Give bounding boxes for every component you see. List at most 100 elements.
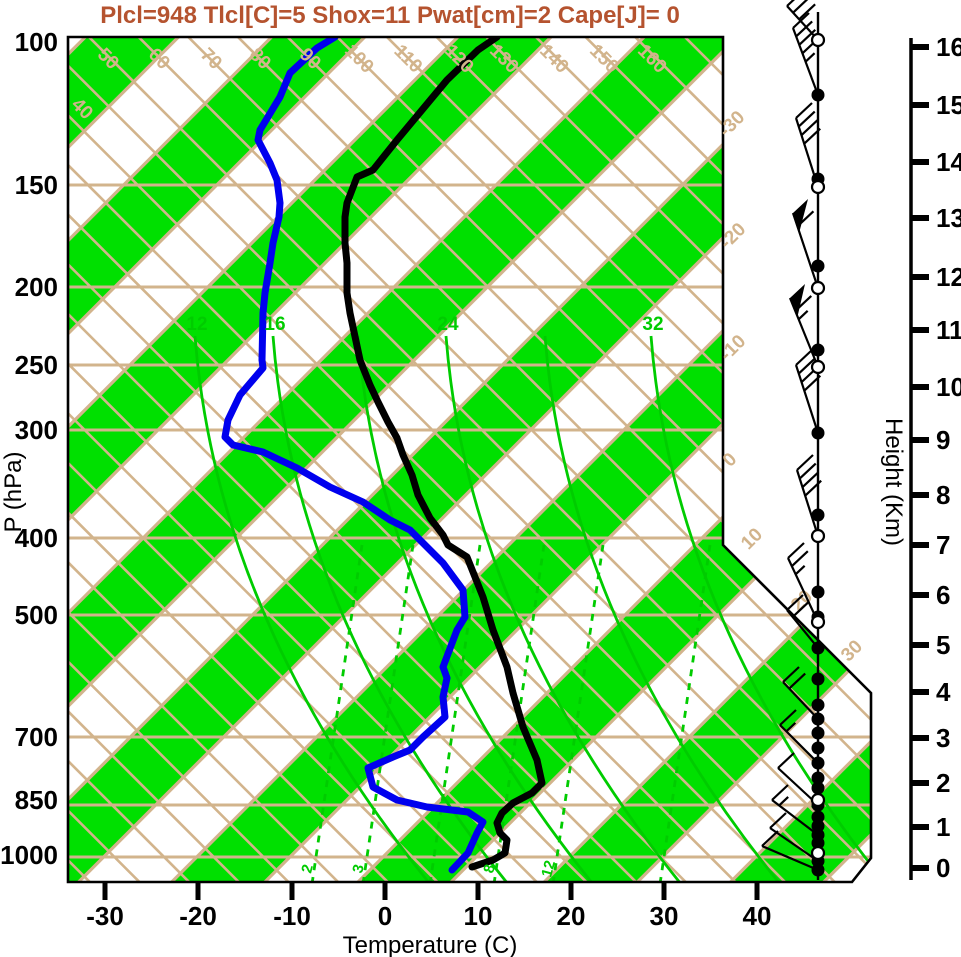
temperature-tick-label: 40 xyxy=(743,901,772,931)
wind-level-dot-filled xyxy=(811,712,825,726)
wind-level-dot-filled xyxy=(811,771,825,785)
wind-level-dot-filled xyxy=(811,810,825,824)
wind-level-dot-open xyxy=(810,179,826,195)
mixing-ratio-line xyxy=(310,544,364,882)
pressure-tick-label: 300 xyxy=(15,415,58,445)
temperature-tick-label: -30 xyxy=(86,901,124,931)
wind-barb xyxy=(791,12,820,96)
wind-barb-tine xyxy=(798,357,816,375)
wind-barb-tine xyxy=(795,102,813,119)
isotherm-band xyxy=(68,37,738,882)
mixing-ratio-line xyxy=(551,544,605,882)
wind-barb-shaft xyxy=(787,557,819,623)
pressure-tick-label: 500 xyxy=(15,600,58,630)
isotherm-line xyxy=(68,37,373,882)
wind-barb-shaft xyxy=(786,5,819,41)
height-tick-label: 2 xyxy=(936,768,950,798)
temperature-tick-label: 10 xyxy=(464,901,493,931)
height-tick xyxy=(911,865,929,871)
wind-barb xyxy=(782,666,819,720)
dry-adiabat-line xyxy=(68,37,655,882)
wind-barb xyxy=(786,0,819,41)
temperature-tick xyxy=(475,882,481,900)
wind-barb-tine xyxy=(803,127,821,145)
height-tick-label: 14 xyxy=(936,147,961,177)
wind-barb-tine xyxy=(788,672,806,690)
isotherm-line xyxy=(68,37,467,882)
wind-barb-shaft xyxy=(779,724,819,764)
height-tick-label: 4 xyxy=(936,677,951,707)
dry-adiabat-line xyxy=(279,37,871,882)
wind-barb xyxy=(791,199,820,289)
wind-barb-tine xyxy=(792,12,810,29)
height-tick-label: 12 xyxy=(936,262,961,292)
wind-barb-tine xyxy=(787,542,805,559)
height-tick xyxy=(911,689,929,695)
wind-barb-tine xyxy=(797,110,816,128)
wind-level-dot-filled xyxy=(811,585,825,599)
pressure-axis: 100 150 200 250 300 400 500 700 850 1000 xyxy=(0,27,58,870)
wind-barb-tine xyxy=(801,471,820,488)
wind-barb-tine xyxy=(796,454,814,471)
isotherm-band xyxy=(68,37,871,882)
wind-barb-tine xyxy=(791,601,810,618)
wind-level-dot-open xyxy=(810,280,826,296)
temperature-tick-label: 20 xyxy=(557,901,586,931)
wind-level-dot-filled xyxy=(811,88,825,102)
dry-adiabat-line xyxy=(230,37,871,882)
height-tick xyxy=(911,642,929,648)
wind-level-dot-filled xyxy=(811,698,825,712)
wind-barb-tine xyxy=(794,295,813,312)
wind-barb-flag xyxy=(793,199,808,232)
wind-barb-half-tine xyxy=(794,564,806,576)
dry-adiabat-line xyxy=(68,37,457,882)
wind-level-dot-open xyxy=(810,32,826,48)
dry-adiabat-line xyxy=(68,37,556,882)
temperature-curve xyxy=(341,37,546,871)
dry-adiabat-line xyxy=(68,37,308,882)
moist-adiabat-line xyxy=(543,335,782,882)
mixing-ratio-label: 12 xyxy=(538,859,559,880)
chart-title: Plcl=948 Tlcl[C]=5 Shox=11 Pwat[cm]=2 Ca… xyxy=(100,2,680,29)
wind-level-dot-filled xyxy=(811,508,825,522)
dry-adiabat-line xyxy=(68,37,804,882)
mixing-ratio-line xyxy=(658,544,712,882)
height-tick xyxy=(911,780,929,786)
temperature-tick xyxy=(661,882,667,900)
wind-barb-shaft xyxy=(795,469,820,537)
wind-barb-tine xyxy=(795,349,813,366)
pressure-tick-label: 100 xyxy=(15,27,58,57)
temperature-tick xyxy=(102,882,108,900)
wind-barb-tine xyxy=(791,550,809,567)
height-tick xyxy=(911,274,929,280)
wind-barb-tine xyxy=(798,462,817,480)
wind-level-dot-filled xyxy=(811,781,825,795)
wind-barb-tine xyxy=(804,479,822,497)
isotherm-label: -30 xyxy=(715,107,749,141)
height-tick xyxy=(911,159,929,165)
temperature-tick xyxy=(289,882,295,900)
wind-level-dot-open xyxy=(810,359,826,375)
moist-adiabat-line xyxy=(649,335,871,882)
dry-adiabat-line xyxy=(68,37,506,882)
wind-barb-column xyxy=(761,0,826,880)
moist-adiabat-label: 24 xyxy=(437,314,459,335)
height-tick xyxy=(911,824,929,830)
height-tick xyxy=(911,215,929,221)
isotherm-line xyxy=(152,37,871,882)
height-tick xyxy=(911,437,929,443)
wind-barb-tine xyxy=(782,666,800,683)
height-tick-label: 3 xyxy=(936,723,950,753)
wind-barb xyxy=(771,784,819,836)
moist-adiabat-label: 12 xyxy=(186,314,207,335)
height-tick-label: 16 xyxy=(936,32,961,62)
dry-adiabat-line xyxy=(528,37,871,882)
pressure-tick-label: 200 xyxy=(15,272,58,302)
height-tick-label: 7 xyxy=(936,530,950,560)
wind-level-dot-filled xyxy=(811,756,825,770)
pressure-tick-label: 1000 xyxy=(0,840,58,870)
wind-barb xyxy=(788,284,820,368)
dry-adiabat-line xyxy=(68,37,854,882)
wind-barb xyxy=(769,812,819,862)
